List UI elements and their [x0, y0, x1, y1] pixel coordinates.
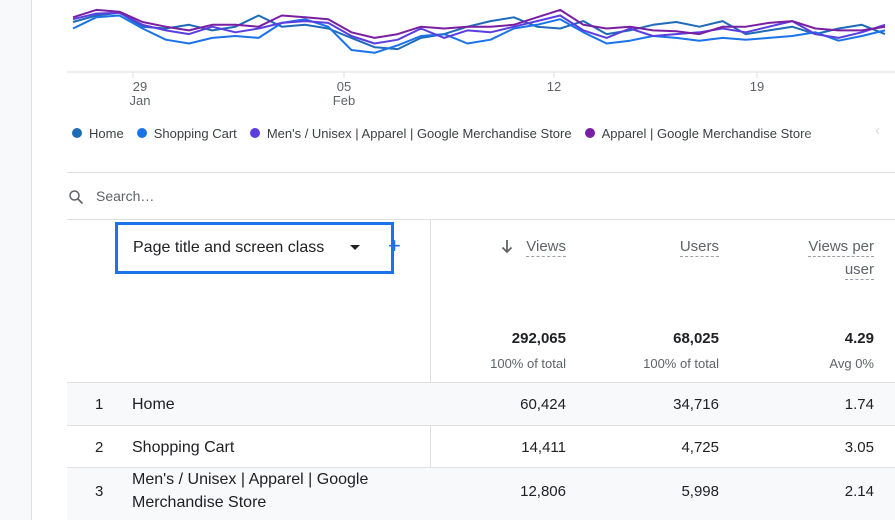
- legend-item-apparel[interactable]: Apparel | Google Merchandise Store: [584, 125, 812, 141]
- row-dimension-value[interactable]: Home: [132, 396, 175, 413]
- divider: [67, 382, 895, 383]
- column-header-label: Users: [679, 238, 719, 257]
- legend-label: Apparel | Google Merchandise Store: [601, 125, 812, 141]
- dimension-dropdown[interactable]: Page title and screen class: [115, 222, 394, 274]
- legend-label: Home: [89, 125, 124, 141]
- series-line-2: [72, 11, 886, 45]
- total-views-sub: 100% of total: [490, 356, 566, 371]
- row-rank: 2: [95, 439, 104, 456]
- x-tick-month: Jan: [129, 93, 151, 108]
- total-views-per-user: 4.29: [844, 330, 874, 347]
- row-dimension-value[interactable]: Shopping Cart: [132, 439, 235, 456]
- column-header-label-line2: user: [844, 261, 874, 280]
- x-tick-month: Feb: [332, 93, 356, 108]
- total-views-per-user-sub: Avg 0%: [829, 356, 874, 371]
- search-icon: [69, 190, 83, 204]
- legend-label: Men's / Unisex | Apparel | Google Mercha…: [266, 125, 572, 141]
- total-views: 292,065: [511, 330, 566, 347]
- column-divider: [430, 219, 431, 520]
- chart-legend: Home Shopping Cart Men's / Unisex | Appa…: [72, 124, 825, 142]
- row-rank: 1: [95, 396, 104, 413]
- row-views-per-user: 1.74: [844, 396, 874, 413]
- line-chart: 29 Jan 05 Feb 12 19: [67, 0, 895, 112]
- x-tick-3: 19: [740, 80, 774, 94]
- column-header-views[interactable]: Views: [466, 235, 566, 258]
- series-line-1: [72, 14, 886, 54]
- row-rank: 3: [95, 483, 104, 500]
- column-header-users[interactable]: Users: [619, 235, 719, 258]
- row-views: 14,411: [521, 439, 566, 456]
- table-row[interactable]: [67, 383, 895, 426]
- table-row[interactable]: [67, 468, 895, 520]
- row-views-per-user: 3.05: [844, 439, 874, 456]
- row-dimension-line2: Merchandise Store: [132, 494, 267, 511]
- caret-down-icon: [350, 245, 360, 250]
- x-tick-day: 19: [749, 79, 765, 94]
- column-header-views-per-user[interactable]: Views per user: [754, 235, 874, 281]
- legend-item-shopping-cart[interactable]: Shopping Cart: [136, 125, 237, 141]
- x-tick-0: 29 Jan: [123, 80, 157, 108]
- row-views: 12,806: [520, 483, 566, 500]
- legend-item-mens-unisex[interactable]: Men's / Unisex | Apparel | Google Mercha…: [249, 125, 572, 141]
- legend-scroll-chevron-icon[interactable]: ‹: [875, 122, 881, 139]
- row-dimension-line1: Men's / Unisex | Apparel | Google: [132, 471, 369, 488]
- legend-dot-icon: [249, 128, 260, 138]
- legend-dot-icon: [584, 128, 595, 138]
- table-row[interactable]: [67, 426, 895, 468]
- row-views-per-user: 2.14: [844, 483, 874, 500]
- divider: [67, 172, 895, 173]
- divider: [67, 219, 895, 220]
- row-users: 34,716: [673, 396, 719, 413]
- legend-label: Shopping Cart: [153, 125, 237, 141]
- row-users: 5,998: [681, 483, 719, 500]
- legend-dot-icon: [72, 128, 82, 138]
- legend-dot-icon: [136, 128, 147, 138]
- sort-descending-icon[interactable]: [500, 238, 514, 254]
- row-users: 4,725: [681, 439, 719, 456]
- row-dimension-value[interactable]: Men's / Unisex | Apparel | Google Mercha…: [132, 468, 368, 514]
- row-views: 60,424: [520, 396, 566, 413]
- search-input[interactable]: [96, 186, 596, 206]
- line-chart-svg: [67, 8, 895, 78]
- x-tick-day: 05: [336, 79, 352, 94]
- legend-fade: [800, 120, 870, 146]
- x-tick-day: 12: [546, 79, 562, 94]
- column-header-label: Views per: [808, 238, 874, 257]
- total-users: 68,025: [673, 330, 719, 347]
- x-tick-1: 05 Feb: [327, 80, 361, 108]
- x-tick-day: 29: [132, 79, 148, 94]
- total-users-sub: 100% of total: [643, 356, 719, 371]
- left-rail: [0, 0, 32, 520]
- x-tick-2: 12: [537, 80, 571, 94]
- legend-item-home[interactable]: Home: [72, 126, 124, 141]
- add-dimension-button[interactable]: +: [388, 233, 401, 258]
- series-line-3: [72, 8, 886, 39]
- series-line-0: [72, 11, 886, 51]
- dimension-dropdown-label: Page title and screen class: [133, 239, 325, 256]
- column-header-label: Views: [526, 238, 566, 257]
